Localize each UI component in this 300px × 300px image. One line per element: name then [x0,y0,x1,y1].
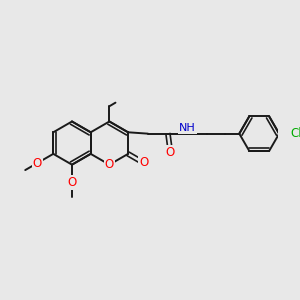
Text: Cl: Cl [291,127,300,140]
Text: O: O [166,146,175,159]
Text: O: O [33,157,42,169]
Text: NH: NH [179,123,196,133]
Text: O: O [139,156,148,170]
Text: O: O [105,158,114,171]
Text: O: O [68,176,76,189]
